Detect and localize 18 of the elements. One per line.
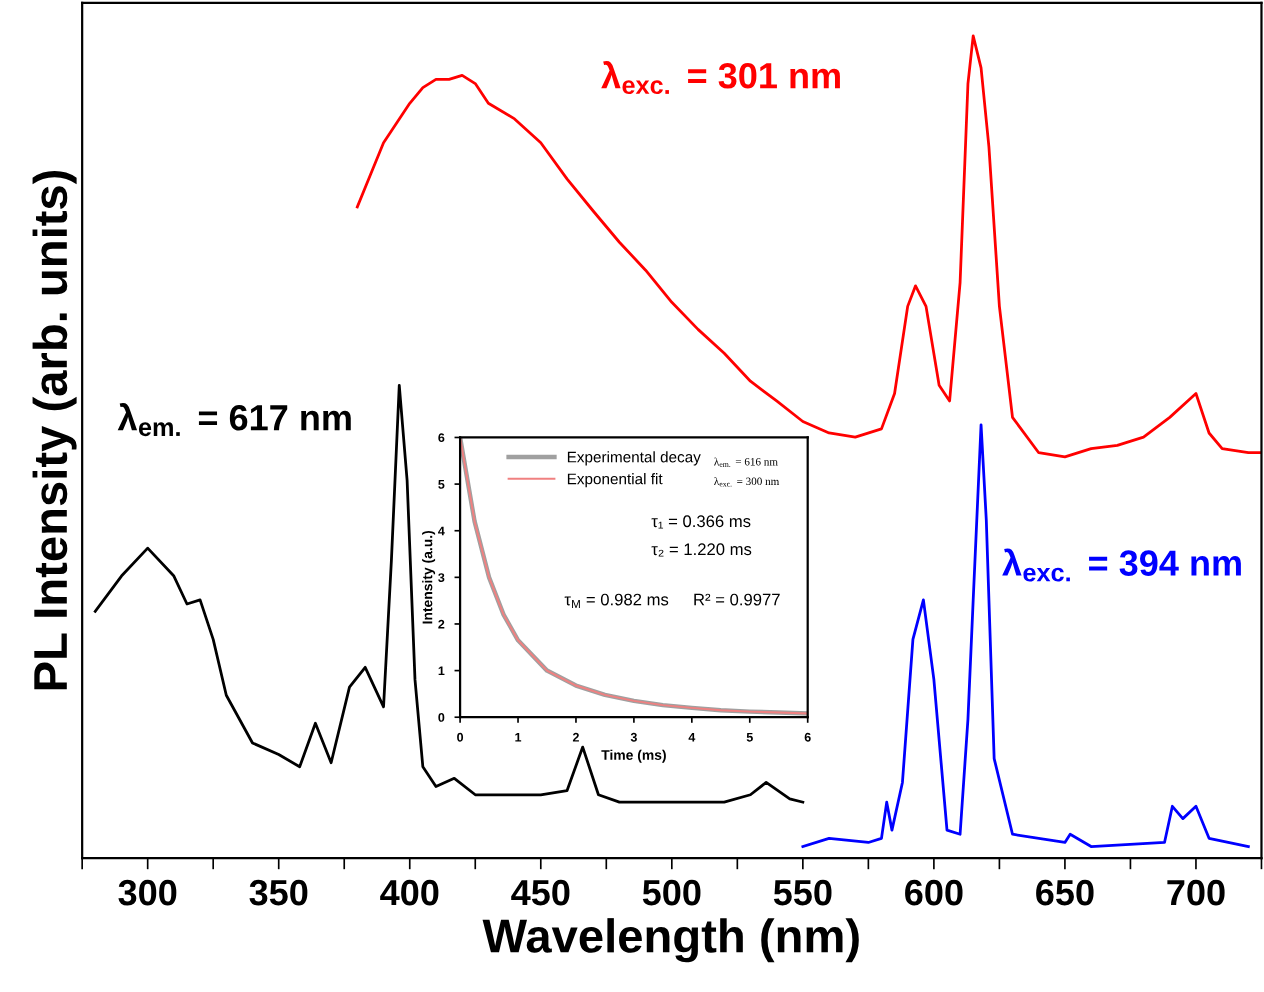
- x-tick-label: 400: [380, 879, 439, 906]
- x-tick-label: 650: [1036, 879, 1094, 906]
- x-tick-label: 700: [1167, 879, 1225, 906]
- annotation: τ₂ = 1.220 ms: [651, 543, 752, 557]
- x-tick-label: 300: [118, 879, 177, 906]
- x-tick-label: 600: [905, 879, 963, 906]
- annotation: τ₁ = 0.366 ms: [651, 515, 751, 529]
- series-label: λ$_{em.}$ = 617 nm: [117, 403, 351, 437]
- x-tick-label: 550: [773, 879, 832, 906]
- x-tick-label: 500: [642, 879, 701, 906]
- x-axis-title: Wavelength (nm): [482, 918, 859, 963]
- annotation: τ$_{M}$ = 0.982 ms: [564, 593, 669, 608]
- text: λ$_{exc.}$ = 301 nm: [601, 61, 840, 95]
- annotation: R² = 0.9977: [694, 593, 780, 606]
- x-tick-label: 350: [249, 879, 308, 906]
- y-axis-title: PL Intensity (arb. units): [32, 170, 77, 690]
- x-tick-label: 450: [511, 879, 570, 906]
- series-label: λ$_{exc.}$ = 394 nm: [1002, 548, 1241, 582]
